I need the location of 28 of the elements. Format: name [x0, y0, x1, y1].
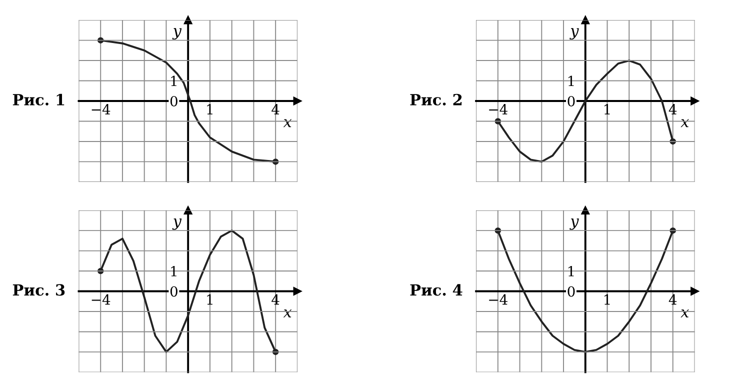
x-tick-label: 4: [668, 294, 677, 305]
x-tick-label: 1: [207, 294, 212, 305]
y-tick-label: 0: [568, 96, 575, 106]
y-tick-label: 0: [170, 286, 178, 297]
text: Рис. 3: [12, 284, 65, 296]
y-axis-title: y: [570, 28, 579, 40]
x-tick-label: −4: [92, 104, 110, 114]
x-tick-label: 1: [604, 104, 610, 114]
y-axis-title: y: [172, 218, 182, 230]
text: Рис. 4: [410, 284, 462, 296]
text: Рис. 1: [12, 94, 64, 106]
y-tick-label: 0: [568, 286, 575, 297]
x-tick-label: −4: [489, 104, 508, 114]
y-axis-title: y: [172, 28, 182, 40]
y-tick-label: 1: [568, 76, 574, 86]
y-tick-label: 1: [171, 266, 176, 276]
x-tick-label: 4: [272, 104, 280, 114]
x-tick-label: 4: [272, 294, 280, 305]
x-tick-label: 1: [207, 104, 212, 114]
x-tick-label: −4: [92, 294, 110, 305]
y-tick-label: 1: [171, 76, 176, 86]
x-tick-label: 4: [668, 104, 677, 114]
y-axis-title: y: [570, 218, 579, 230]
x-tick-label: −4: [489, 294, 508, 305]
x-tick-label: 1: [604, 294, 610, 305]
y-tick-label: 1: [568, 266, 574, 276]
text: Рис. 2: [410, 94, 462, 106]
y-tick-label: 0: [170, 96, 178, 106]
